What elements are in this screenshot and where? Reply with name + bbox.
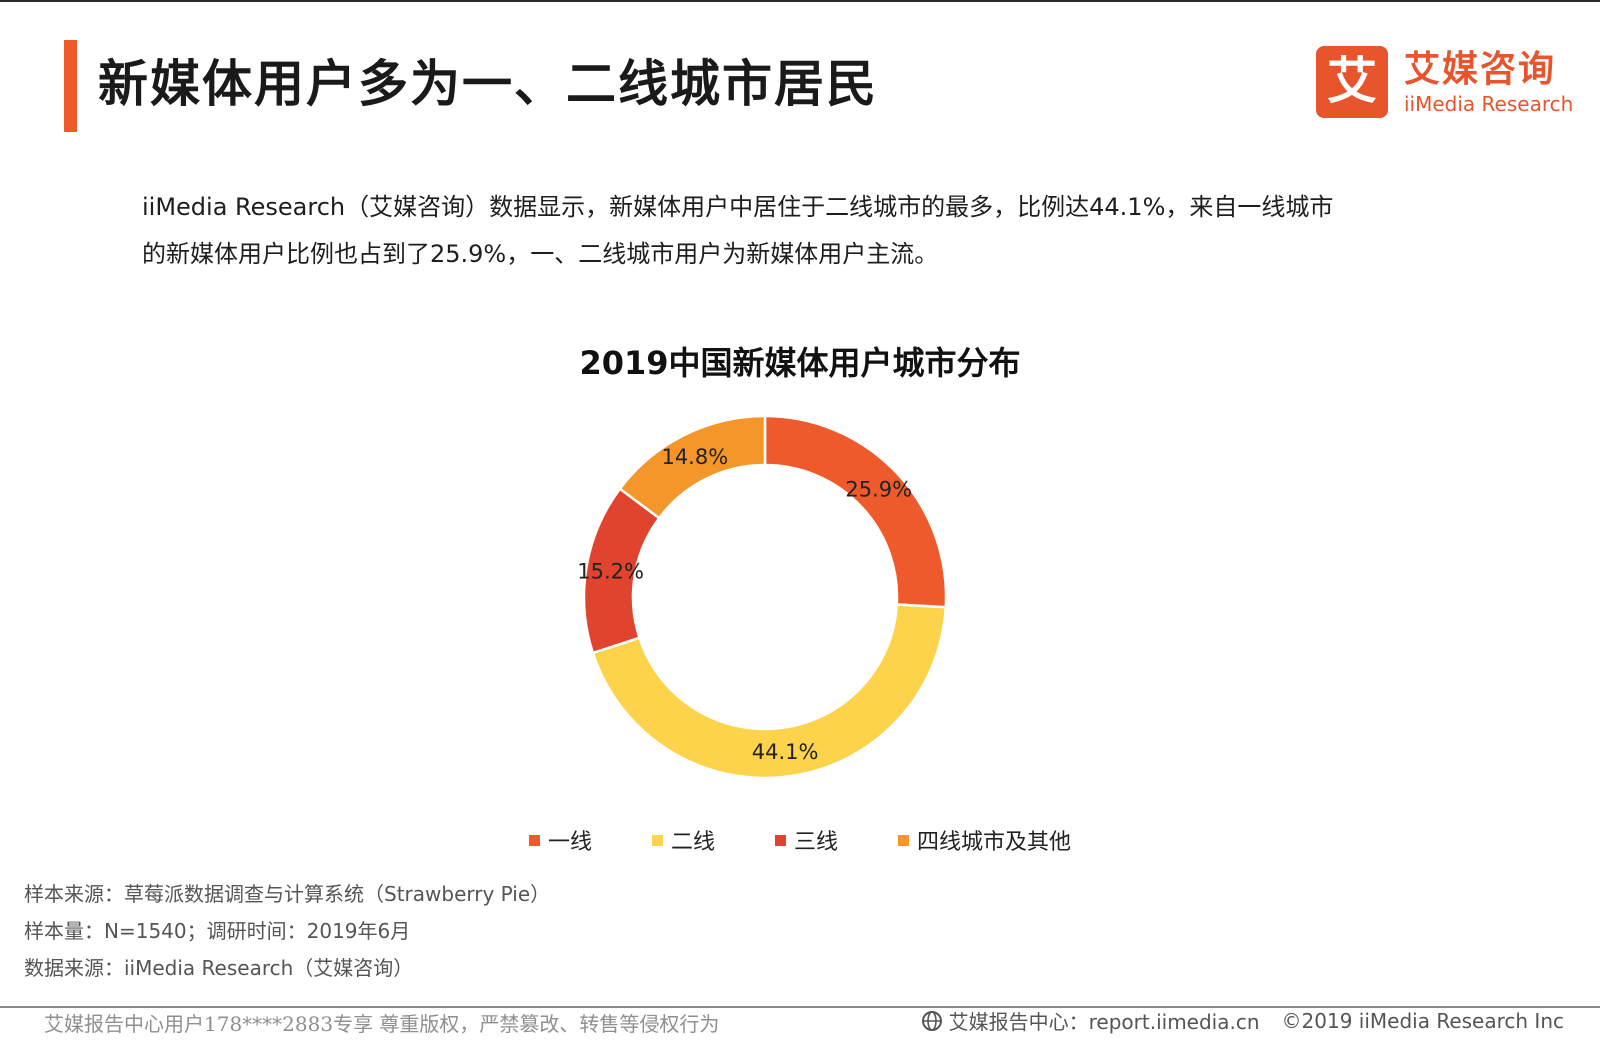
chart-legend: 一线 二线 三线 四线城市及其他 [0, 824, 1600, 856]
intro-line-2: 的新媒体用户比例也占到了25.9%，一、二线城市用户为新媒体用户主流。 [142, 240, 939, 268]
source-notes: 样本来源：草莓派数据调查与计算系统（Strawberry Pie） 样本量：N=… [24, 876, 550, 987]
chart-title: 2019中国新媒体用户城市分布 [579, 344, 1021, 382]
logo-mark: 艾 [1316, 46, 1388, 118]
globe-icon [921, 1010, 942, 1031]
sample-size-note: 样本量：N=1540；调研时间：2019年6月 [24, 919, 411, 943]
legend-swatch-3 [775, 834, 786, 846]
data-source-note: 数据来源：iiMedia Research（艾媒咨询） [24, 956, 414, 980]
logo-name-en: iiMedia Research [1404, 92, 1574, 116]
footer-info: 艾媒报告中心：report.iimedia.cn ©2019 iiMedia R… [921, 1006, 1564, 1035]
legend-swatch-2 [651, 834, 663, 846]
title-accent-bar [64, 40, 77, 132]
legend-swatch-1 [528, 834, 540, 846]
legend-label-2: 二线 [670, 830, 715, 855]
intro-paragraph: iiMedia Research（艾媒咨询）数据显示，新媒体用户中居住于二线城市… [142, 184, 1442, 278]
legend-label-3: 三线 [794, 830, 839, 855]
legend-label-4: 四线城市及其他 [917, 830, 1072, 855]
top-divider [0, 0, 1600, 2]
slice-value-label-1: 25.9% [845, 478, 912, 502]
copyright-text: ©2019 iiMedia Research Inc [1281, 1008, 1564, 1033]
intro-line-1: iiMedia Research（艾媒咨询）数据显示，新媒体用户中居住于二线城市… [142, 193, 1334, 221]
footer-divider [0, 1006, 1600, 1008]
legend-swatch-4 [898, 834, 910, 846]
legend-label-1: 一线 [547, 830, 592, 855]
iimedia-logo: 艾 艾媒咨询 iiMedia Research [1316, 44, 1576, 120]
sample-source-note: 样本来源：草莓派数据调查与计算系统（Strawberry Pie） [24, 882, 551, 906]
legend-item-3: 三线 [775, 824, 838, 856]
logo-name-cn: 艾媒咨询 [1404, 49, 1557, 90]
footer-watermark: 艾媒报告中心用户178****2883专享 尊重版权，严禁篡改、转售等侵权行为 [44, 1012, 720, 1036]
slice-value-label-4: 14.8% [661, 445, 728, 469]
report-center-link[interactable]: 艾媒报告中心：report.iimedia.cn [948, 1010, 1260, 1034]
legend-item-2: 二线 [651, 824, 715, 856]
slice-value-label-3: 15.2% [577, 560, 644, 584]
donut-slice-4 [618, 414, 767, 520]
donut-slice-1 [763, 414, 948, 609]
page-title: 新媒体用户多为一、二线城市居民 [98, 55, 878, 113]
slice-value-label-2: 44.1% [752, 740, 819, 764]
donut-slice-2 [591, 603, 948, 780]
legend-item-4: 四线城市及其他 [898, 824, 1071, 856]
legend-item-1: 一线 [528, 824, 592, 856]
